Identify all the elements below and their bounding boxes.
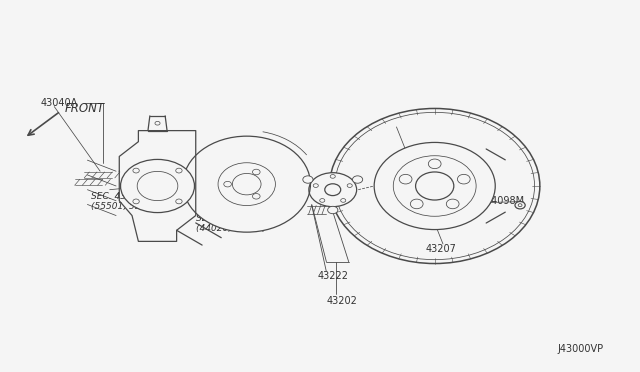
- Ellipse shape: [324, 184, 340, 196]
- Ellipse shape: [515, 202, 525, 209]
- Ellipse shape: [224, 182, 232, 187]
- Ellipse shape: [252, 169, 260, 175]
- Text: 43207: 43207: [425, 244, 456, 254]
- Ellipse shape: [428, 159, 441, 169]
- Text: J43000VP: J43000VP: [557, 344, 604, 354]
- Ellipse shape: [458, 174, 470, 184]
- Text: 44098M: 44098M: [486, 196, 525, 206]
- Ellipse shape: [303, 176, 313, 183]
- Ellipse shape: [330, 109, 540, 263]
- Ellipse shape: [309, 173, 356, 207]
- Ellipse shape: [252, 193, 260, 199]
- Text: 43202: 43202: [326, 296, 357, 306]
- Ellipse shape: [446, 199, 459, 209]
- Text: 43222: 43222: [317, 271, 348, 281]
- Text: 43040A: 43040A: [41, 98, 103, 163]
- Ellipse shape: [328, 206, 338, 214]
- Ellipse shape: [120, 160, 195, 212]
- Text: SEC. 431
(55501, 55502): SEC. 431 (55501, 55502): [91, 192, 161, 211]
- Ellipse shape: [353, 176, 363, 183]
- Ellipse shape: [410, 199, 423, 209]
- Text: FRONT: FRONT: [65, 102, 105, 115]
- Ellipse shape: [183, 136, 310, 232]
- Ellipse shape: [374, 142, 495, 230]
- Ellipse shape: [415, 172, 454, 200]
- Text: SEC. 441
(44020, 44030): SEC. 441 (44020, 44030): [196, 214, 266, 233]
- Ellipse shape: [399, 174, 412, 184]
